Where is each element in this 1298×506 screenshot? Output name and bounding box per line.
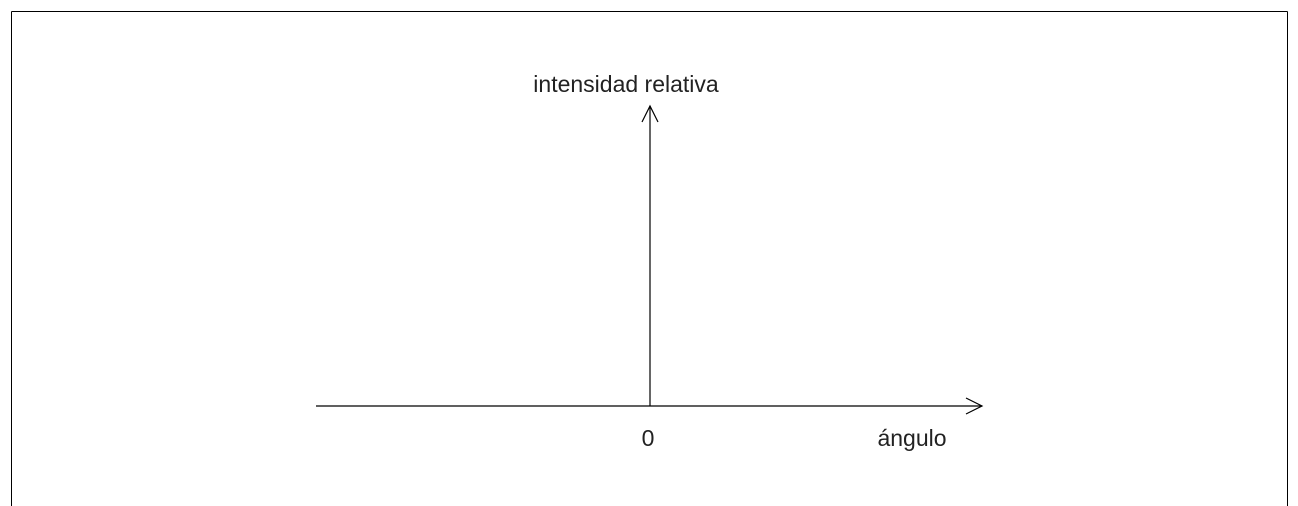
y-axis (641, 104, 659, 406)
x-axis-label: ángulo (877, 425, 946, 451)
x-axis (316, 397, 984, 415)
diagram-frame (11, 11, 1288, 506)
y-axis-label: intensidad relativa (533, 71, 719, 97)
x-axis-arrowhead (965, 397, 984, 415)
origin-label: 0 (642, 425, 655, 451)
y-axis-arrowhead (641, 104, 659, 123)
